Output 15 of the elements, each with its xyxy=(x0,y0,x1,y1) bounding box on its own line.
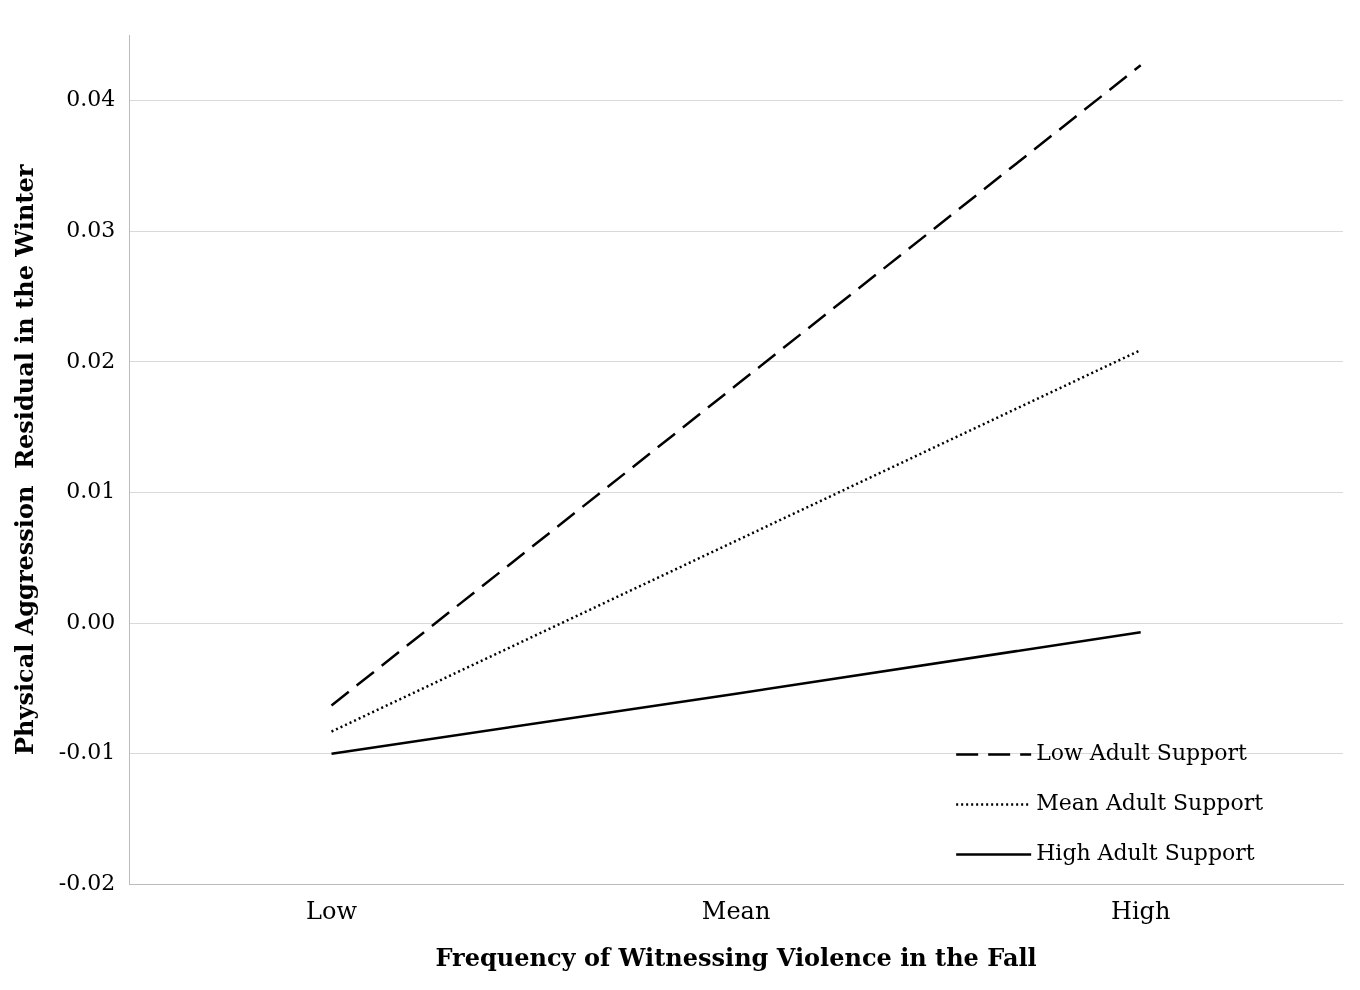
y-tick-label: 0.03 xyxy=(66,216,116,242)
y-tick-label: 0.01 xyxy=(66,478,116,504)
legend-label: High Adult Support xyxy=(1036,840,1255,866)
y-tick-label: 0.00 xyxy=(66,608,116,634)
y-tick-label: -0.01 xyxy=(58,739,116,765)
y-axis-title: Physical Aggression Residual in the Winter xyxy=(9,164,39,755)
legend-label: Low Adult Support xyxy=(1036,740,1248,766)
x-tick-label: Mean xyxy=(701,897,771,926)
x-tick-label: Low xyxy=(306,897,358,926)
x-axis-title: Frequency of Witnessing Violence in the Fall xyxy=(435,942,1037,972)
y-tick-label: -0.02 xyxy=(58,870,116,896)
x-tick-label: High xyxy=(1110,897,1171,926)
y-tick-label: 0.04 xyxy=(66,86,116,112)
y-tick-label: 0.02 xyxy=(66,347,116,373)
legend-label: Mean Adult Support xyxy=(1036,790,1264,816)
